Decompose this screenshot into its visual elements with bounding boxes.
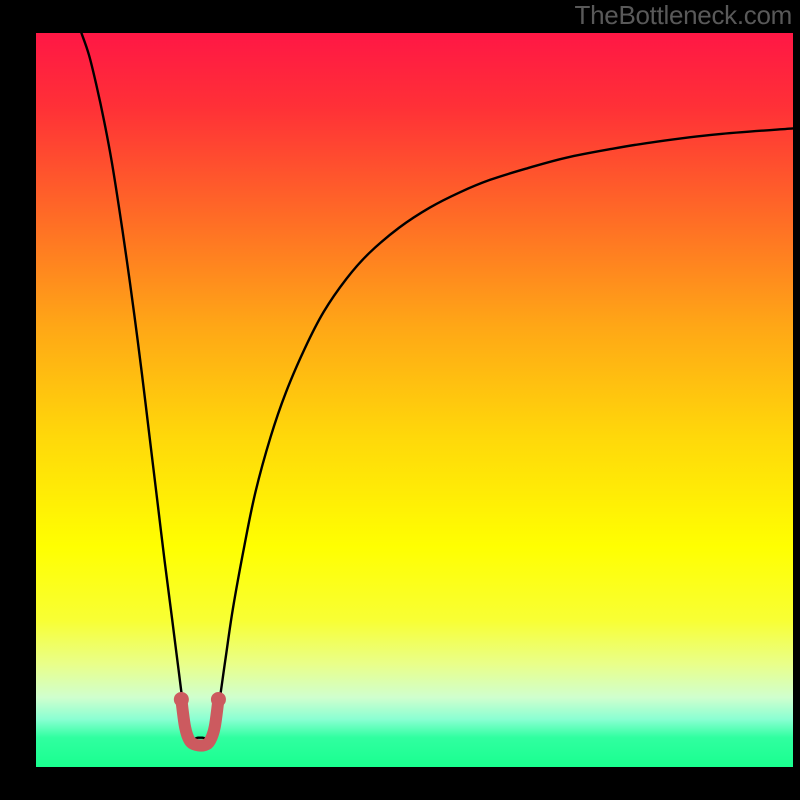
- watermark-text: TheBottleneck.com: [575, 0, 792, 31]
- valley-marker-endpoint-left: [174, 692, 189, 707]
- chart-svg: [36, 33, 793, 767]
- gradient-background: [36, 33, 793, 767]
- plot-area: [36, 33, 793, 767]
- valley-marker-endpoint-right: [211, 692, 226, 707]
